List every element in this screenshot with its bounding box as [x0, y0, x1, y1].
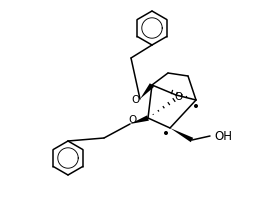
- Polygon shape: [140, 83, 154, 99]
- Text: O: O: [131, 95, 139, 105]
- Circle shape: [195, 105, 197, 107]
- Polygon shape: [130, 115, 149, 124]
- Polygon shape: [170, 128, 193, 142]
- Text: O: O: [128, 115, 136, 125]
- Text: O: O: [174, 92, 182, 102]
- Text: OH: OH: [214, 130, 232, 144]
- Circle shape: [165, 132, 167, 134]
